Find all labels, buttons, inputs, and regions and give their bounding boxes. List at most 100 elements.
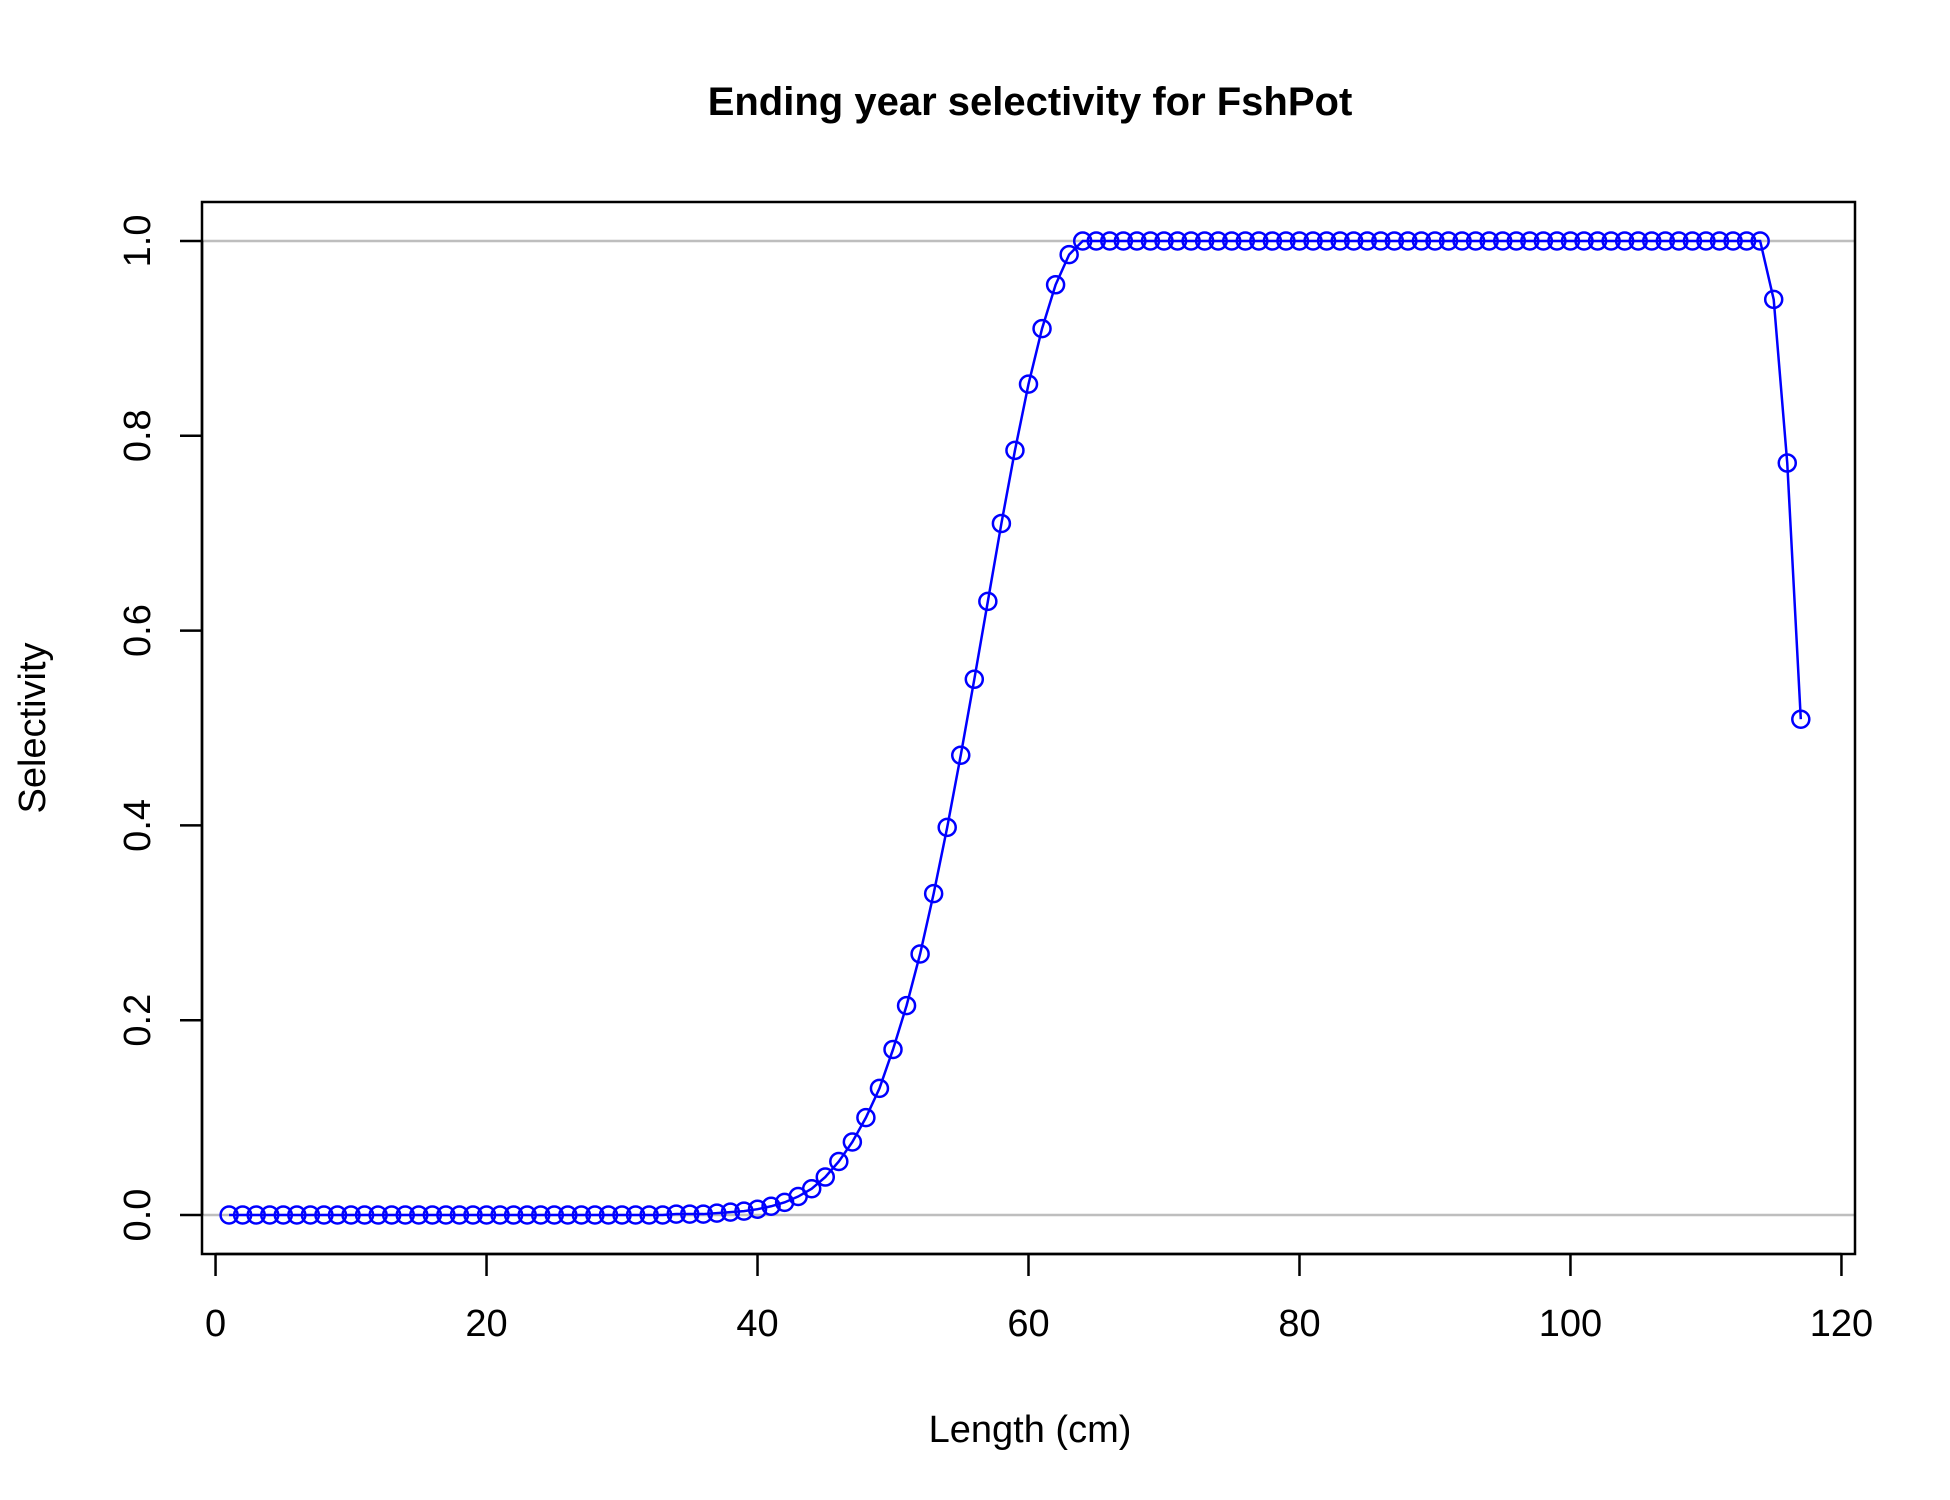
data-point: [354, 1205, 375, 1225]
data-point: [1560, 231, 1581, 251]
data-point: [747, 1199, 768, 1219]
data-point: [571, 1205, 592, 1225]
data-point: [761, 1196, 781, 1217]
data-point: [395, 1205, 415, 1225]
data-point: [1140, 231, 1161, 251]
data-point: [1763, 289, 1784, 310]
data-point: [558, 1205, 578, 1225]
data-point: [1601, 231, 1621, 251]
data-point: [1059, 244, 1079, 265]
data-point: [652, 1205, 673, 1225]
data-point: [368, 1205, 388, 1225]
data-point: [585, 1205, 605, 1225]
data-point: [1262, 231, 1283, 251]
data-point: [287, 1205, 307, 1225]
data-point: [1479, 231, 1499, 251]
data-point: [910, 944, 930, 964]
data-point: [300, 1205, 321, 1225]
data-point: [409, 1205, 429, 1225]
y-axis: 0.0 0.2 0.4 0.6 0.8 1.0: [117, 215, 204, 1242]
data-point: [680, 1204, 700, 1224]
data-point: [1316, 231, 1337, 251]
data-point: [490, 1205, 510, 1225]
data-point: [232, 1205, 253, 1225]
data-point: [1452, 231, 1472, 251]
data-point: [530, 1205, 551, 1225]
data-point: [422, 1205, 443, 1225]
data-point: [896, 995, 917, 1016]
data-point: [598, 1205, 619, 1225]
data-point: [1181, 231, 1201, 251]
data-point: [991, 513, 1012, 534]
data-point: [856, 1107, 876, 1128]
data-point: [1777, 453, 1798, 473]
data-point: [883, 1039, 903, 1060]
data-point: [314, 1205, 334, 1225]
data-point: [1642, 231, 1662, 251]
data-point: [544, 1205, 565, 1225]
x-tick-label-2: 40: [736, 1303, 778, 1345]
plot-frame: [200, 200, 1857, 1256]
data-point: [1587, 231, 1608, 251]
y-tick-label-5: 1.0: [117, 215, 159, 268]
y-axis-label: Selectivity: [12, 642, 54, 813]
data-point: [1425, 231, 1445, 251]
data-point: [1357, 231, 1377, 251]
data-point: [1018, 374, 1039, 394]
data-point: [1492, 231, 1513, 251]
series-layer: [219, 231, 1811, 1225]
data-point: [1221, 231, 1242, 251]
x-tick-label-1: 20: [465, 1303, 507, 1345]
data-point: [1723, 231, 1743, 251]
data-point: [1343, 231, 1364, 251]
data-point: [734, 1201, 754, 1221]
data-point: [842, 1132, 863, 1152]
data-point: [503, 1205, 524, 1225]
x-axis: 0 20 40 60 80 100 120: [205, 1252, 1873, 1345]
data-point: [246, 1205, 266, 1225]
data-point: [1628, 231, 1648, 251]
data-point: [1208, 231, 1228, 251]
data-point: [1249, 231, 1269, 251]
data-point: [1276, 231, 1296, 251]
y-tick-label-0: 0.0: [117, 1189, 159, 1242]
data-point: [707, 1203, 727, 1223]
data-point: [1736, 231, 1757, 251]
data-point: [964, 669, 985, 690]
data-point: [1574, 231, 1594, 251]
data-point: [801, 1178, 822, 1199]
data-point: [1398, 231, 1418, 251]
data-point: [1384, 231, 1405, 251]
data-point: [625, 1205, 646, 1225]
data-point: [1289, 231, 1310, 251]
data-point: [1100, 231, 1120, 251]
data-point: [1614, 231, 1635, 251]
data-point: [1655, 231, 1676, 251]
data-point: [937, 817, 957, 838]
data-point: [720, 1202, 741, 1222]
data-point: [1750, 231, 1770, 251]
data-point: [815, 1167, 836, 1187]
data-point: [476, 1205, 497, 1225]
y-tick-label-3: 0.6: [117, 604, 159, 657]
data-point: [1005, 440, 1025, 461]
x-tick-label-4: 80: [1278, 1303, 1320, 1345]
data-point: [327, 1205, 348, 1225]
data-point: [666, 1204, 686, 1224]
y-tick-label-2: 0.4: [117, 799, 159, 852]
y-tick-label-1: 0.2: [117, 994, 159, 1047]
x-axis-label: Length (cm): [929, 1409, 1132, 1451]
data-point: [1371, 231, 1391, 251]
data-point: [1045, 275, 1066, 295]
data-point: [1682, 231, 1703, 251]
data-point: [463, 1205, 483, 1225]
data-point: [1696, 231, 1716, 251]
data-point: [1520, 231, 1540, 251]
data-point: [639, 1205, 659, 1225]
data-point: [1235, 231, 1256, 251]
data-point: [1438, 231, 1459, 251]
data-point: [1506, 231, 1527, 251]
data-point: [219, 1205, 239, 1225]
data-point: [829, 1151, 849, 1172]
data-point: [341, 1205, 361, 1225]
